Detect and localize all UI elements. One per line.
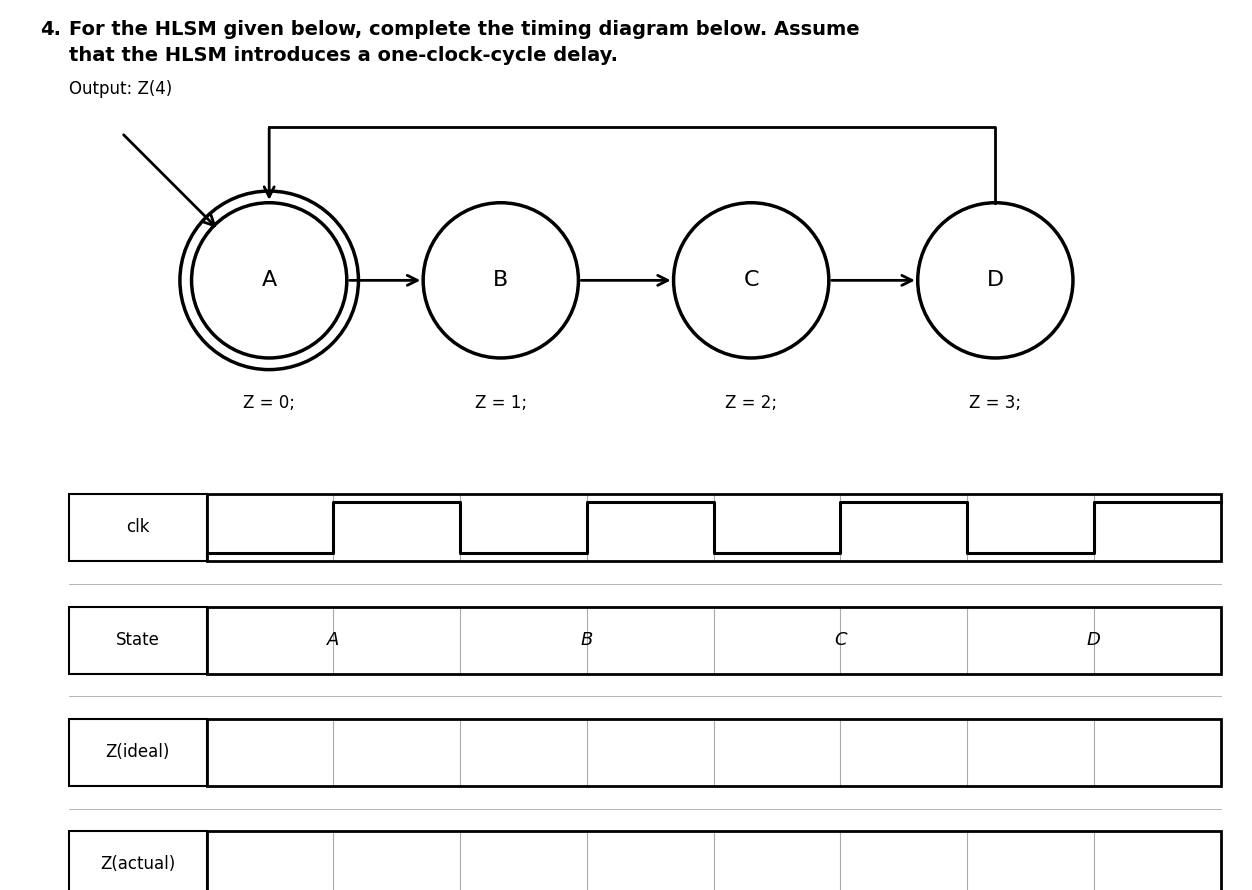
Text: Z(actual): Z(actual) — [100, 855, 175, 873]
Bar — [69, 607, 207, 674]
Text: B: B — [493, 271, 508, 290]
Text: C: C — [744, 271, 759, 290]
Text: Z = 2;: Z = 2; — [725, 393, 777, 411]
Text: 4.: 4. — [40, 20, 61, 38]
Text: Z = 3;: Z = 3; — [969, 393, 1022, 411]
Bar — [69, 494, 207, 561]
Text: Output: Z(4): Output: Z(4) — [69, 80, 172, 98]
Text: that the HLSM introduces a one-clock-cycle delay.: that the HLSM introduces a one-clock-cyc… — [69, 46, 617, 65]
Text: D: D — [1087, 631, 1101, 650]
Bar — [69, 719, 207, 786]
Text: A: A — [327, 631, 339, 650]
Bar — [207, 831, 1221, 890]
Bar — [207, 494, 1221, 561]
Text: A: A — [262, 271, 277, 290]
Text: C: C — [834, 631, 846, 650]
Text: clk: clk — [126, 518, 149, 537]
Text: Z(ideal): Z(ideal) — [105, 743, 170, 762]
Text: Z = 1;: Z = 1; — [475, 393, 527, 411]
Bar — [69, 831, 207, 890]
Text: D: D — [987, 271, 1004, 290]
Text: B: B — [581, 631, 593, 650]
Text: Z = 0;: Z = 0; — [243, 393, 295, 411]
Text: State: State — [115, 631, 160, 650]
Text: For the HLSM given below, complete the timing diagram below. Assume: For the HLSM given below, complete the t… — [69, 20, 859, 38]
Bar — [207, 719, 1221, 786]
Bar — [207, 607, 1221, 674]
